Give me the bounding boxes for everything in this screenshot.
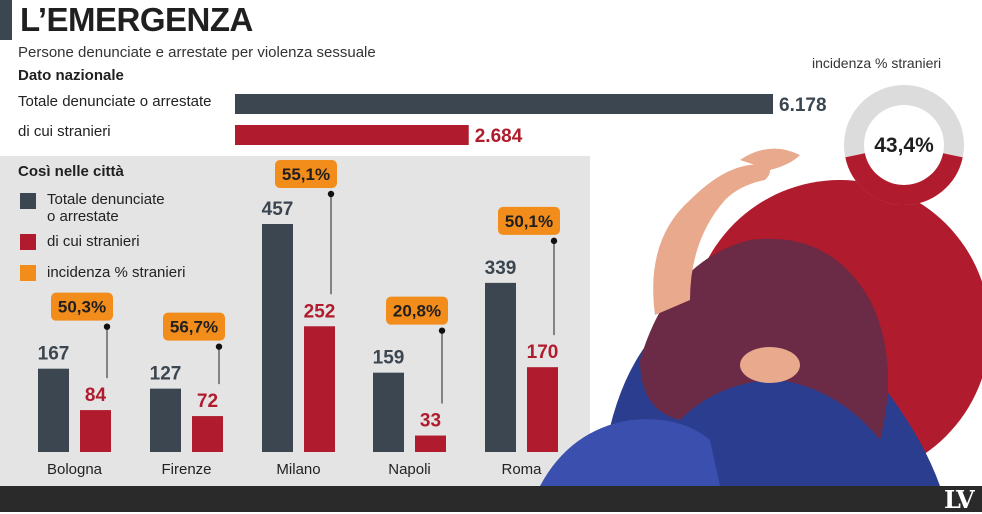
incidence-badge-roma — [498, 206, 560, 235]
legend-label-total-line2: o arrestate — [47, 208, 119, 225]
x-tick-label-firenze: Firenze — [161, 461, 211, 478]
incidence-label-milano: 55,1% — [282, 165, 330, 184]
legend-swatch-incidence — [20, 265, 36, 281]
x-tick-label-bologna: Bologna — [47, 461, 103, 478]
hand-shape — [740, 148, 800, 170]
incidence-badge-napoli — [386, 296, 448, 325]
bar-foreign-bologna — [80, 410, 111, 452]
x-tick-label-napoli: Napoli — [388, 461, 431, 478]
data-label-total-roma: 339 — [485, 258, 517, 279]
data-label-foreign-roma: 170 — [527, 342, 559, 363]
headline-accent-bar — [0, 0, 12, 40]
x-tick-label-milano: Milano — [276, 461, 320, 478]
data-label-total-bologna: 167 — [38, 344, 70, 365]
incidence-badge-milano — [275, 160, 337, 188]
incidence-badge-bologna — [51, 292, 113, 321]
data-label-foreign-milano: 252 — [304, 301, 336, 322]
incidence-label-roma: 50,1% — [505, 212, 553, 231]
page-title: L’EMERGENZA — [20, 1, 253, 38]
national-total-label: Totale denunciate o arrestate — [18, 93, 212, 110]
legend-swatch-total — [20, 193, 36, 209]
national-bar-0 — [235, 94, 773, 114]
bar-total-roma — [485, 282, 516, 452]
footer-bar — [0, 486, 982, 512]
legend-label-total-line1: Totale denunciate — [47, 191, 165, 208]
incidence-label-napoli: 20,8% — [393, 302, 441, 321]
data-label-foreign-bologna: 84 — [85, 385, 107, 406]
x-tick-label-roma: Roma — [501, 461, 542, 478]
incidence-label-firenze: 56,7% — [170, 318, 218, 337]
publisher-logo: LV — [944, 485, 975, 514]
national-value-label-0: 6.178 — [779, 95, 827, 116]
bar-total-napoli — [373, 372, 404, 452]
bar-total-firenze — [150, 388, 181, 452]
data-label-total-firenze: 127 — [150, 364, 182, 385]
data-label-total-napoli: 159 — [373, 348, 405, 369]
bar-foreign-roma — [527, 367, 558, 452]
incidence-leader-dot-firenze — [215, 343, 223, 350]
arm-shape — [540, 419, 720, 486]
legend-label-incidence: incidenza % stranieri — [47, 264, 186, 281]
bar-total-bologna — [38, 368, 69, 452]
data-label-foreign-napoli: 33 — [420, 411, 441, 432]
cities-section-title: Così nelle città — [18, 163, 124, 180]
woman-illustration — [540, 148, 982, 486]
bar-total-milano — [262, 224, 293, 452]
bar-foreign-milano — [304, 326, 335, 452]
national-section-title: Dato nazionale — [18, 67, 124, 84]
legend-label-foreign: di cui stranieri — [47, 233, 140, 250]
donut-arc-foreign — [845, 152, 963, 205]
legend-swatch-foreign — [20, 234, 36, 250]
bar-foreign-firenze — [192, 416, 223, 452]
bar-foreign-napoli — [415, 435, 446, 452]
emergency-chart: 6.178 2.684 43,4% 167 84 Bologna 50,3% 127 72 Fir… — [38, 85, 964, 478]
raised-arm-shape — [653, 164, 770, 315]
incidence-leader-dot-roma — [550, 237, 558, 245]
hair-shape — [640, 238, 888, 440]
national-foreign-label: di cui stranieri — [18, 123, 111, 140]
data-label-total-milano: 457 — [262, 199, 294, 220]
national-bar-1 — [235, 125, 469, 145]
page-subtitle: Persone denunciate e arrestate per viole… — [18, 44, 376, 61]
data-label-foreign-firenze: 72 — [197, 391, 218, 412]
legend-label-total: Totale denunciate o arrestate — [47, 191, 165, 225]
incidence-label-bologna: 50,3% — [58, 298, 106, 317]
national-value-label-1: 2.684 — [475, 126, 523, 147]
donut-center-label: 43,4% — [874, 134, 934, 157]
face-shape — [740, 347, 800, 383]
incidence-badge-firenze — [163, 312, 225, 341]
incidence-leader-dot-milano — [327, 190, 335, 198]
incidence-leader-dot-napoli — [438, 327, 446, 334]
donut-title: incidenza % stranieri — [812, 55, 942, 71]
incidence-leader-dot-bologna — [103, 323, 111, 330]
